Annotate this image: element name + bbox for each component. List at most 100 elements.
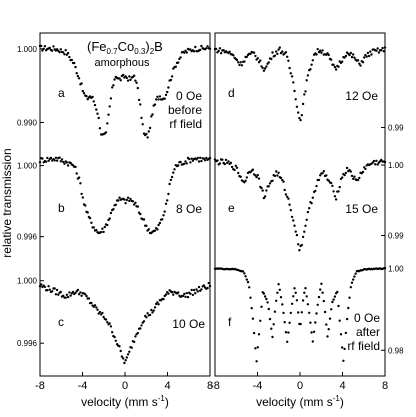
data-point-e-11 bbox=[227, 160, 230, 163]
data-point-e-80 bbox=[311, 196, 314, 199]
data-point-f-108 bbox=[345, 317, 349, 321]
data-point-b-20 bbox=[63, 162, 66, 165]
data-point-b-97 bbox=[157, 223, 160, 227]
data-point-e-130 bbox=[372, 159, 376, 163]
data-point-f-84 bbox=[316, 303, 319, 306]
data-point-e-86 bbox=[319, 174, 322, 177]
data-point-f-75 bbox=[305, 295, 308, 298]
data-point-c-27 bbox=[71, 290, 75, 294]
data-point-f-52 bbox=[277, 283, 280, 286]
data-point-e-136 bbox=[380, 158, 383, 162]
data-point-e-91 bbox=[325, 174, 328, 177]
data-point-a-84 bbox=[141, 123, 144, 126]
data-point-d-18 bbox=[235, 58, 239, 62]
panel-label-e: e bbox=[228, 201, 235, 215]
data-point-c-137 bbox=[206, 286, 209, 290]
data-point-e-113 bbox=[352, 177, 355, 180]
data-point-f-48 bbox=[272, 323, 275, 326]
data-point-e-34 bbox=[255, 175, 258, 179]
data-point-d-121 bbox=[361, 61, 365, 64]
data-point-d-86 bbox=[319, 49, 322, 52]
data-point-f-85 bbox=[317, 295, 321, 299]
data-point-b-124 bbox=[190, 157, 193, 160]
data-point-c-123 bbox=[189, 292, 192, 295]
data-point-c-7 bbox=[47, 285, 50, 288]
data-point-e-19 bbox=[237, 171, 240, 175]
panel-annotation-a-0: 0 Oe bbox=[176, 89, 202, 103]
data-point-c-80 bbox=[136, 331, 139, 335]
data-point-d-64 bbox=[292, 81, 295, 84]
data-point-c-129 bbox=[196, 290, 199, 293]
data-point-f-42 bbox=[265, 297, 268, 301]
data-point-c-38 bbox=[85, 294, 88, 298]
data-point-a-39 bbox=[86, 98, 89, 101]
data-point-a-65 bbox=[118, 77, 121, 80]
data-point-d-73 bbox=[303, 93, 306, 96]
data-point-a-89 bbox=[147, 130, 150, 133]
data-point-f-47 bbox=[271, 335, 274, 339]
x-axis-label-left: velocity (mm s-1) bbox=[81, 394, 169, 409]
data-point-d-37 bbox=[259, 59, 262, 62]
data-point-d-126 bbox=[367, 54, 371, 58]
compound-formula: (Fe0.7Co0.3)2B bbox=[87, 39, 163, 56]
data-point-a-24 bbox=[68, 55, 71, 59]
data-point-a-47 bbox=[96, 112, 99, 115]
data-point-a-120 bbox=[185, 51, 188, 54]
data-point-a-32 bbox=[77, 77, 81, 80]
data-point-c-93 bbox=[152, 309, 155, 312]
data-point-f-44 bbox=[267, 307, 270, 311]
data-point-b-17 bbox=[59, 160, 62, 163]
data-point-f-50 bbox=[275, 299, 278, 302]
data-point-d-46 bbox=[270, 57, 273, 61]
data-point-d-72 bbox=[301, 102, 305, 106]
data-point-b-120 bbox=[185, 162, 188, 165]
data-point-f-31 bbox=[251, 317, 255, 320]
data-point-c-101 bbox=[162, 297, 165, 301]
data-point-b-105 bbox=[167, 192, 170, 196]
data-point-a-88 bbox=[146, 136, 149, 139]
data-point-e-16 bbox=[233, 168, 236, 172]
data-point-f-114 bbox=[353, 275, 356, 278]
data-point-f-96 bbox=[331, 300, 334, 304]
data-point-f-100 bbox=[336, 290, 339, 294]
data-point-c-103 bbox=[164, 293, 168, 296]
data-point-d-3 bbox=[217, 49, 220, 53]
data-point-d-50 bbox=[275, 50, 278, 53]
data-point-d-74 bbox=[304, 90, 307, 93]
data-point-d-136 bbox=[380, 49, 383, 52]
data-point-a-49 bbox=[98, 127, 102, 130]
data-point-c-57 bbox=[108, 322, 111, 325]
data-point-f-51 bbox=[276, 291, 279, 294]
data-point-d-117 bbox=[356, 59, 360, 62]
data-point-a-3 bbox=[42, 47, 45, 50]
data-point-c-121 bbox=[186, 295, 190, 299]
data-point-d-4 bbox=[218, 47, 222, 50]
data-point-c-87 bbox=[145, 316, 148, 319]
data-point-e-131 bbox=[374, 163, 377, 166]
data-point-c-14 bbox=[55, 288, 59, 292]
data-point-c-17 bbox=[59, 290, 62, 294]
data-point-c-52 bbox=[102, 315, 105, 319]
data-point-b-18 bbox=[60, 158, 64, 161]
data-point-d-111 bbox=[349, 51, 352, 55]
data-point-f-101 bbox=[337, 304, 340, 308]
data-point-f-24 bbox=[243, 272, 246, 275]
data-point-c-97 bbox=[157, 303, 160, 306]
data-point-b-108 bbox=[170, 175, 174, 179]
data-point-c-119 bbox=[184, 295, 187, 298]
x-axis-label-left-text: velocity (mm s bbox=[81, 395, 158, 409]
data-point-b-9 bbox=[49, 156, 53, 160]
data-point-c-59 bbox=[111, 331, 114, 334]
panel-annotation-e-0: 15 Oe bbox=[345, 202, 378, 216]
data-point-d-99 bbox=[334, 68, 338, 71]
data-point-f-91 bbox=[325, 323, 328, 326]
data-point-e-67 bbox=[295, 233, 299, 237]
data-point-e-62 bbox=[289, 209, 292, 212]
data-point-e-73 bbox=[303, 230, 306, 233]
data-point-b-104 bbox=[166, 199, 169, 202]
data-point-b-2 bbox=[41, 157, 44, 160]
data-point-e-18 bbox=[235, 166, 239, 169]
data-point-d-29 bbox=[249, 52, 252, 56]
data-point-d-84 bbox=[316, 48, 319, 51]
data-point-d-15 bbox=[232, 54, 235, 57]
